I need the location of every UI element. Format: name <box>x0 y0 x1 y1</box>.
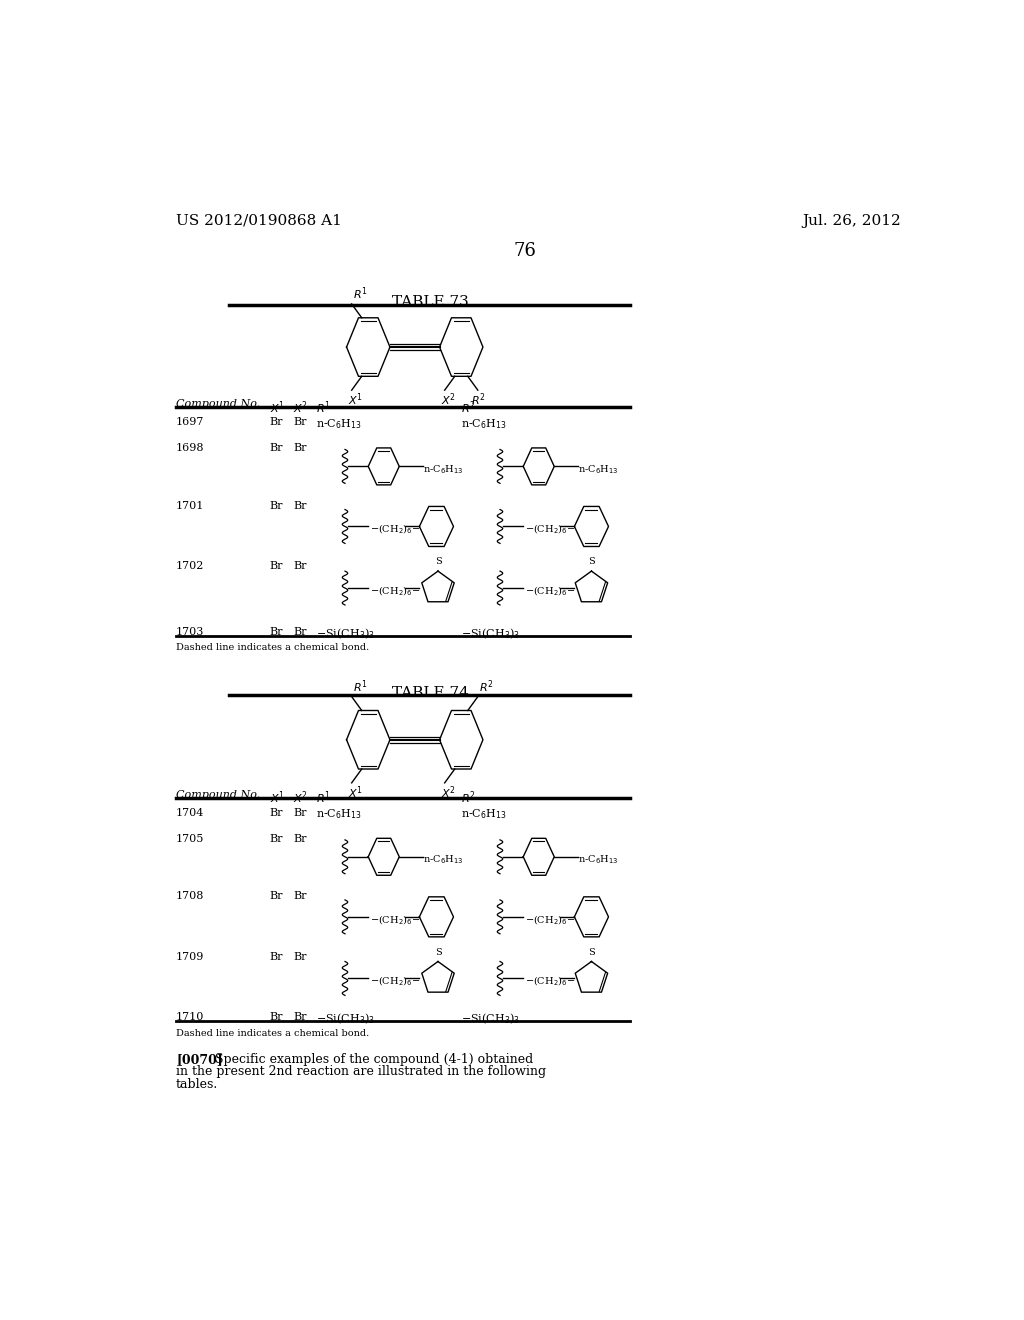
Text: $-$(CH$_2$)$_6$$-$: $-$(CH$_2$)$_6$$-$ <box>370 913 420 927</box>
Text: n-C$_6$H$_{13}$: n-C$_6$H$_{13}$ <box>579 854 618 866</box>
Text: Dashed line indicates a chemical bond.: Dashed line indicates a chemical bond. <box>176 644 370 652</box>
Text: S: S <box>434 948 441 957</box>
Text: Specific examples of the compound (4-1) obtained: Specific examples of the compound (4-1) … <box>215 1053 534 1067</box>
Text: 1709: 1709 <box>176 952 205 961</box>
Text: $R^2$: $R^2$ <box>461 400 476 416</box>
Text: TABLE 74: TABLE 74 <box>392 686 469 700</box>
Text: Br: Br <box>270 952 284 961</box>
Text: 1703: 1703 <box>176 627 205 636</box>
Text: Dashed line indicates a chemical bond.: Dashed line indicates a chemical bond. <box>176 1028 370 1038</box>
Text: $R^1$: $R^1$ <box>316 400 331 416</box>
Text: $-$(CH$_2$)$_6$$-$: $-$(CH$_2$)$_6$$-$ <box>524 523 575 536</box>
Text: $R^2$: $R^2$ <box>478 678 494 696</box>
Text: Br: Br <box>270 1011 284 1022</box>
Text: $X^1$: $X^1$ <box>270 400 285 416</box>
Text: Jul. 26, 2012: Jul. 26, 2012 <box>802 214 901 228</box>
Text: Br: Br <box>270 808 284 817</box>
Text: $X^2$: $X^2$ <box>293 789 308 807</box>
Text: Br: Br <box>270 444 284 453</box>
Text: $R^2$: $R^2$ <box>470 392 485 408</box>
Text: [0070]: [0070] <box>176 1053 223 1067</box>
Text: $R^2$: $R^2$ <box>461 789 476 807</box>
Text: n-C$_6$H$_{13}$: n-C$_6$H$_{13}$ <box>461 808 507 821</box>
Text: Compound No.: Compound No. <box>176 789 260 800</box>
Text: Br: Br <box>270 502 284 511</box>
Text: $-$Si(CH$_3$)$_3$: $-$Si(CH$_3$)$_3$ <box>461 627 520 642</box>
Text: $-$(CH$_2$)$_6$$-$: $-$(CH$_2$)$_6$$-$ <box>524 913 575 927</box>
Text: 1701: 1701 <box>176 502 205 511</box>
Text: $R^1$: $R^1$ <box>353 678 368 696</box>
Text: $X^2$: $X^2$ <box>441 784 456 801</box>
Text: $-$(CH$_2$)$_6$$-$: $-$(CH$_2$)$_6$$-$ <box>524 974 575 989</box>
Text: Br: Br <box>270 417 284 428</box>
Text: Br: Br <box>293 891 306 902</box>
Text: Br: Br <box>270 834 284 843</box>
Text: tables.: tables. <box>176 1077 218 1090</box>
Text: 76: 76 <box>513 242 537 260</box>
Text: S: S <box>434 557 441 566</box>
Text: Br: Br <box>293 834 306 843</box>
Text: 1697: 1697 <box>176 417 205 428</box>
Text: Br: Br <box>293 952 306 961</box>
Text: Br: Br <box>293 417 306 428</box>
Text: 1708: 1708 <box>176 891 205 902</box>
Text: $-$(CH$_2$)$_6$$-$: $-$(CH$_2$)$_6$$-$ <box>370 523 420 536</box>
Text: $X^2$: $X^2$ <box>441 392 456 408</box>
Text: $-$Si(CH$_3$)$_3$: $-$Si(CH$_3$)$_3$ <box>316 627 376 642</box>
Text: S: S <box>588 948 595 957</box>
Text: 1698: 1698 <box>176 444 205 453</box>
Text: n-C$_6$H$_{13}$: n-C$_6$H$_{13}$ <box>316 808 362 821</box>
Text: 1702: 1702 <box>176 561 205 572</box>
Text: $R^1$: $R^1$ <box>353 286 368 302</box>
Text: Br: Br <box>293 502 306 511</box>
Text: $X^1$: $X^1$ <box>348 784 364 801</box>
Text: $-$(CH$_2$)$_6$$-$: $-$(CH$_2$)$_6$$-$ <box>370 585 420 598</box>
Text: n-C$_6$H$_{13}$: n-C$_6$H$_{13}$ <box>423 854 464 866</box>
Text: Br: Br <box>293 808 306 817</box>
Text: n-C$_6$H$_{13}$: n-C$_6$H$_{13}$ <box>423 463 464 477</box>
Text: Br: Br <box>293 627 306 636</box>
Text: n-C$_6$H$_{13}$: n-C$_6$H$_{13}$ <box>579 463 618 477</box>
Text: TABLE 73: TABLE 73 <box>392 296 469 309</box>
Text: Br: Br <box>270 627 284 636</box>
Text: 1710: 1710 <box>176 1011 205 1022</box>
Text: $-$(CH$_2$)$_6$$-$: $-$(CH$_2$)$_6$$-$ <box>524 585 575 598</box>
Text: $R^1$: $R^1$ <box>316 789 331 807</box>
Text: Br: Br <box>293 561 306 572</box>
Text: Br: Br <box>293 1011 306 1022</box>
Text: $X^1$: $X^1$ <box>348 392 364 408</box>
Text: $-$Si(CH$_3$)$_3$: $-$Si(CH$_3$)$_3$ <box>461 1011 520 1026</box>
Text: Br: Br <box>270 891 284 902</box>
Text: n-C$_6$H$_{13}$: n-C$_6$H$_{13}$ <box>316 417 362 430</box>
Text: $-$Si(CH$_3$)$_3$: $-$Si(CH$_3$)$_3$ <box>316 1011 376 1026</box>
Text: US 2012/0190868 A1: US 2012/0190868 A1 <box>176 214 342 228</box>
Text: $X^1$: $X^1$ <box>270 789 285 807</box>
Text: S: S <box>588 557 595 566</box>
Text: 1705: 1705 <box>176 834 205 843</box>
Text: in the present 2nd reaction are illustrated in the following: in the present 2nd reaction are illustra… <box>176 1065 546 1078</box>
Text: Br: Br <box>293 444 306 453</box>
Text: Compound No.: Compound No. <box>176 400 260 409</box>
Text: n-C$_6$H$_{13}$: n-C$_6$H$_{13}$ <box>461 417 507 430</box>
Text: 1704: 1704 <box>176 808 205 817</box>
Text: $-$(CH$_2$)$_6$$-$: $-$(CH$_2$)$_6$$-$ <box>370 974 420 989</box>
Text: $X^2$: $X^2$ <box>293 400 308 416</box>
Text: Br: Br <box>270 561 284 572</box>
